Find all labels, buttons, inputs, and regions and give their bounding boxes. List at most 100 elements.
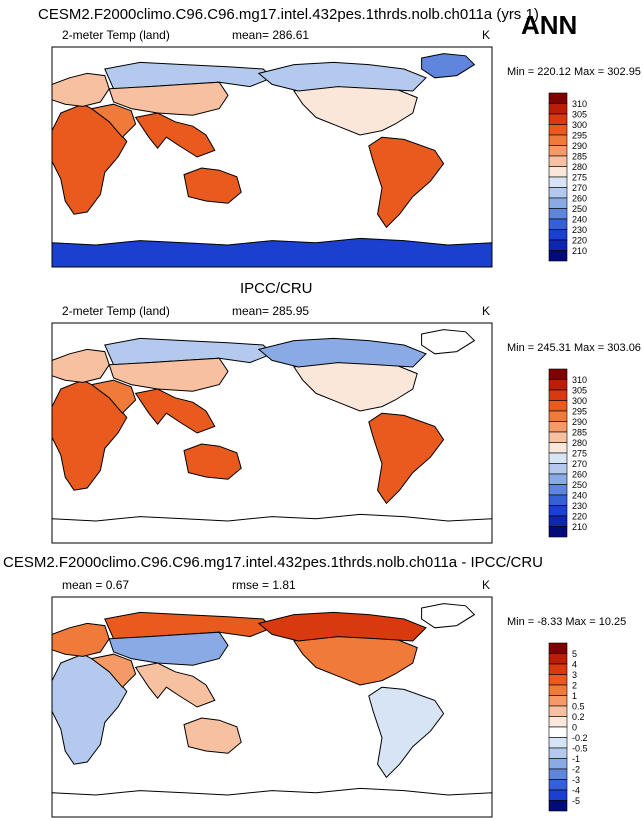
- panel2-mean-label: mean= 285.95: [232, 304, 310, 318]
- panel1-mean-label: mean= 286.61: [232, 28, 310, 42]
- colorbar-tick-label: 210: [572, 522, 587, 532]
- colorbar-tick-label: 230: [572, 501, 587, 511]
- region-middle-east: [90, 379, 137, 414]
- panel3-mean-label: mean = 0.67: [62, 578, 130, 592]
- panel2-units-label: K: [482, 304, 491, 318]
- region-central-asia: [108, 357, 229, 392]
- region-south-america: [368, 686, 445, 779]
- colorbar-tick-label: 270: [572, 459, 587, 469]
- colorbar-swatch: [548, 92, 568, 104]
- colorbar-swatch: [548, 747, 568, 759]
- colorbar-swatch: [548, 431, 568, 443]
- colorbar-tick-label: 270: [572, 183, 587, 193]
- colorbar-swatch: [548, 389, 568, 401]
- colorbar-swatch: [548, 250, 568, 262]
- panel1-variable-label: 2-meter Temp (land): [62, 28, 170, 42]
- panel1-colorbar: 3103053002952902852802752702602502402302…: [548, 92, 587, 262]
- colorbar-swatch: [548, 684, 568, 696]
- colorbar-tick-label: 280: [572, 162, 587, 172]
- colorbar-swatch: [548, 229, 568, 241]
- colorbar-tick-label: 260: [572, 470, 587, 480]
- region-south-america: [368, 412, 445, 505]
- region-australia: [183, 717, 242, 754]
- region-australia: [183, 167, 242, 204]
- colorbar-tick-label: 220: [572, 512, 587, 522]
- colorbar-swatch: [548, 653, 568, 665]
- colorbar-tick-label: 295: [572, 131, 587, 141]
- colorbar-swatch: [548, 166, 568, 178]
- region-australia: [183, 443, 242, 480]
- panel3-units-label: K: [482, 578, 491, 592]
- colorbar-swatch: [548, 800, 568, 812]
- colorbar-swatch: [548, 208, 568, 220]
- colorbar-swatch: [548, 473, 568, 485]
- colorbar-tick-label: 290: [572, 417, 587, 427]
- colorbar-tick-label: 5: [572, 649, 577, 659]
- region-europe: [51, 622, 110, 657]
- panel2-map: [51, 322, 493, 544]
- colorbar-swatch: [548, 218, 568, 230]
- panel2-title: IPCC/CRU: [240, 280, 313, 297]
- colorbar-swatch: [548, 379, 568, 391]
- panel1-title: CESM2.F2000climo.C96.C96.mg17.intel.432p…: [38, 6, 539, 23]
- panel3-title: CESM2.F2000climo.C96.C96.mg17.intel.432p…: [3, 554, 543, 571]
- colorbar-swatch: [548, 113, 568, 125]
- colorbar-swatch: [548, 124, 568, 136]
- colorbar-tick-label: 240: [572, 491, 587, 501]
- colorbar-swatch: [548, 484, 568, 496]
- colorbar-swatch: [548, 410, 568, 422]
- colorbar-swatch: [548, 155, 568, 167]
- colorbar-swatch: [548, 239, 568, 251]
- colorbar-tick-label: 275: [572, 173, 587, 183]
- map-frame: [51, 322, 493, 544]
- colorbar-tick-label: 300: [572, 120, 587, 130]
- colorbar-swatch: [548, 187, 568, 199]
- region-canada-arctic: [257, 611, 427, 642]
- colorbar-swatch: [548, 400, 568, 412]
- season-label: ANN: [521, 10, 578, 40]
- colorbar-swatch: [548, 463, 568, 475]
- colorbar-swatch: [548, 505, 568, 517]
- colorbar-swatch: [548, 452, 568, 464]
- colorbar-tick-label: 290: [572, 141, 587, 151]
- colorbar-swatch: [548, 421, 568, 433]
- colorbar-tick-label: -5: [572, 796, 580, 806]
- region-central-asia: [108, 81, 229, 116]
- region-india-se-asia: [134, 112, 216, 158]
- panel1-units-label: K: [482, 28, 491, 42]
- panel2-colorbar: 3103053002952902852802752702602502402302…: [548, 368, 587, 538]
- colorbar-swatch: [548, 674, 568, 686]
- colorbar-swatch: [548, 789, 568, 801]
- colorbar-swatch: [548, 726, 568, 738]
- colorbar-tick-label: 0.5: [572, 702, 585, 712]
- colorbar-tick-label: 250: [572, 480, 587, 490]
- colorbar-tick-label: 220: [572, 236, 587, 246]
- colorbar-swatch: [548, 705, 568, 717]
- colorbar-tick-label: 210: [572, 246, 587, 256]
- region-greenland: [421, 329, 476, 355]
- colorbar-swatch: [548, 779, 568, 791]
- colorbar-tick-label: 250: [572, 204, 587, 214]
- region-greenland: [421, 53, 476, 79]
- colorbar-tick-label: 305: [572, 110, 587, 120]
- region-europe: [51, 72, 110, 107]
- region-greenland: [421, 603, 476, 629]
- panel3-map: [51, 596, 493, 818]
- panel1-map: [51, 46, 493, 268]
- panel3-rmse-label: rmse = 1.81: [232, 578, 296, 592]
- map-frame: [51, 596, 493, 818]
- panel1-minmax-label: Min = 220.12 Max = 302.95: [507, 66, 641, 78]
- colorbar-swatch: [548, 695, 568, 707]
- colorbar-swatch: [548, 768, 568, 780]
- region-middle-east: [90, 103, 137, 138]
- region-canada-arctic: [257, 61, 427, 92]
- colorbar-swatch: [548, 134, 568, 146]
- colorbar-tick-label: -3: [572, 775, 580, 785]
- colorbar-swatch: [548, 145, 568, 157]
- region-india-se-asia: [134, 662, 216, 708]
- colorbar-swatch: [548, 103, 568, 115]
- colorbar-swatch: [548, 494, 568, 506]
- colorbar-swatch: [548, 642, 568, 654]
- region-europe: [51, 348, 110, 383]
